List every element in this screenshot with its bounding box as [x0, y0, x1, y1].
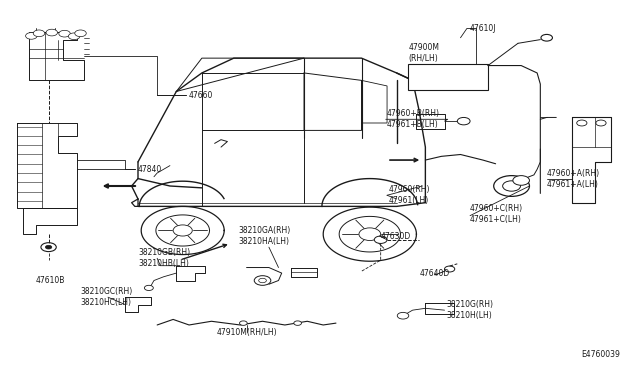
Text: 47640D: 47640D — [420, 269, 450, 278]
Text: 47630D: 47630D — [381, 231, 411, 241]
Text: 47840: 47840 — [138, 165, 163, 174]
Circle shape — [458, 118, 470, 125]
Circle shape — [397, 312, 409, 319]
Text: 38210G(RH)
38210H(LH): 38210G(RH) 38210H(LH) — [447, 300, 493, 320]
Circle shape — [45, 245, 52, 249]
Text: 47960+C(RH)
47961+C(LH): 47960+C(RH) 47961+C(LH) — [470, 204, 523, 224]
Text: 47900M
(RH/LH): 47900M (RH/LH) — [408, 42, 439, 62]
Circle shape — [41, 243, 56, 251]
Circle shape — [46, 29, 58, 36]
Text: 47960+A(RH)
47961+A(LH): 47960+A(RH) 47961+A(LH) — [547, 169, 600, 189]
Circle shape — [596, 120, 606, 126]
Text: 47610B: 47610B — [36, 276, 65, 285]
Circle shape — [145, 285, 154, 291]
Circle shape — [577, 120, 587, 126]
Circle shape — [75, 30, 86, 37]
Circle shape — [26, 33, 37, 39]
Circle shape — [59, 31, 70, 37]
Circle shape — [374, 236, 387, 243]
Text: 38210GB(RH)
38210HB(LH): 38210GB(RH) 38210HB(LH) — [138, 248, 190, 268]
Circle shape — [445, 266, 455, 272]
Text: 38210GC(RH)
38210HC(LH): 38210GC(RH) 38210HC(LH) — [81, 287, 132, 307]
Circle shape — [173, 225, 192, 236]
Text: 47610J: 47610J — [470, 24, 497, 33]
Circle shape — [259, 278, 266, 283]
Text: 47660: 47660 — [189, 91, 214, 100]
Circle shape — [254, 276, 271, 285]
Bar — [408, 64, 488, 90]
Circle shape — [493, 176, 529, 196]
Text: 47960+B(RH)
47961+B(LH): 47960+B(RH) 47961+B(LH) — [387, 109, 440, 129]
Text: 38210GA(RH)
38210HA(LH): 38210GA(RH) 38210HA(LH) — [239, 226, 291, 246]
Text: E4760039: E4760039 — [581, 350, 620, 359]
Circle shape — [33, 30, 45, 37]
Circle shape — [359, 228, 381, 240]
Text: 47960(RH)
47961(LH): 47960(RH) 47961(LH) — [389, 185, 431, 205]
Text: 47910M(RH/LH): 47910M(RH/LH) — [216, 328, 277, 337]
Circle shape — [294, 321, 301, 326]
Circle shape — [541, 35, 552, 41]
Circle shape — [239, 321, 247, 326]
Circle shape — [513, 176, 529, 185]
Circle shape — [502, 181, 520, 191]
Circle shape — [68, 33, 80, 39]
